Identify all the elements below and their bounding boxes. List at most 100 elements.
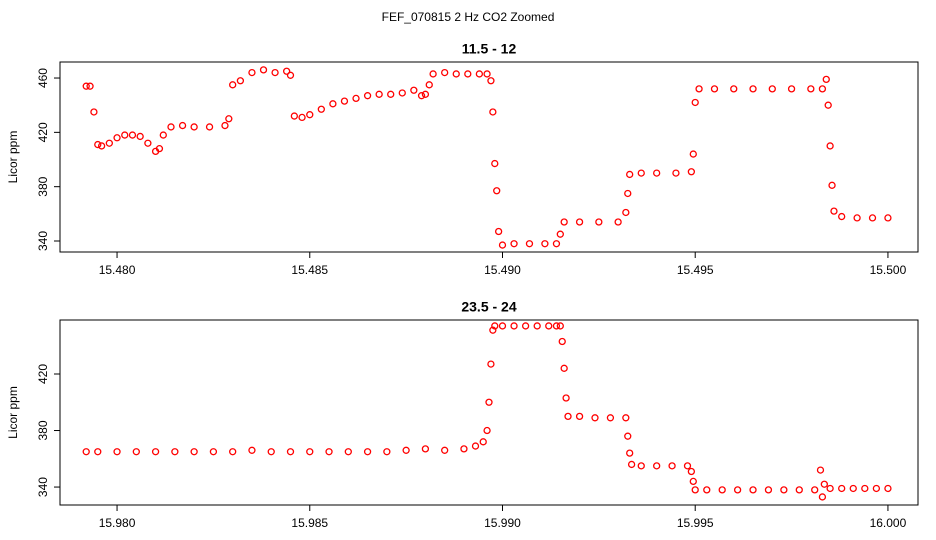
data-point [830,207,838,215]
data-point [290,112,299,120]
data-point [622,414,630,422]
data-point [627,460,636,469]
y-tick-label: 340 [36,231,50,251]
data-point [452,70,460,78]
data-point [132,448,140,456]
data-point [259,66,268,74]
data-point [787,85,796,93]
data-point [541,240,549,248]
data-point [329,100,337,108]
plot-frame [59,61,919,253]
data-point [493,187,501,195]
data-point [672,169,680,177]
data-point [884,214,892,222]
y-tick-label: 420 [36,364,50,384]
data-point [128,131,137,139]
data-point [178,121,187,130]
data-point [824,101,832,109]
data-point [398,89,406,97]
panel-title: 23.5 - 24 [461,299,516,315]
x-tick-label: 15.500 [870,263,907,277]
data-point [82,448,90,456]
data-point [653,462,661,470]
data-point [306,111,314,119]
data-point [97,142,106,150]
data-point [483,426,491,435]
data-point [485,398,493,406]
data-point [733,486,742,494]
x-tick-label: 16.000 [870,516,907,530]
data-point [144,139,152,147]
data-point [209,448,218,456]
data-point [487,360,495,368]
data-point [86,82,94,90]
data-point [683,462,692,470]
data-point [556,322,564,330]
data-point [90,108,98,116]
data-point [884,484,892,493]
data-point [155,144,164,153]
data-point [489,108,497,116]
data-point [749,486,757,494]
data-point [533,322,541,330]
data-point [828,181,836,189]
data-point [286,71,295,79]
data-point [205,123,214,131]
data-point [564,412,572,421]
data-point [552,240,561,248]
data-point [229,448,237,456]
data-point [494,227,503,236]
data-point [363,92,372,100]
data-point [868,214,877,222]
data-point [498,241,507,249]
data-point [363,448,372,456]
data-point [560,364,568,372]
data-point [317,105,325,113]
data-point [267,448,275,456]
data-point [545,322,553,330]
x-tick-label: 15.980 [99,516,136,530]
panel-title: 11.5 - 12 [462,41,517,57]
data-point [344,448,352,456]
x-tick-label: 15.990 [484,516,521,530]
data-point [282,67,291,75]
data-point [695,85,703,93]
data-point [637,169,645,177]
figure-title: FEF_070815 2 Hz CO2 Zoomed [382,10,555,24]
data-point [795,486,803,494]
data-point [562,394,570,402]
data-point [410,86,418,94]
data-point [622,208,630,217]
data-point [637,462,645,470]
data-point [510,240,518,248]
data-point [387,90,395,98]
data-point [225,115,233,123]
data-point [687,467,696,476]
data-point [460,445,468,453]
data-point [487,77,495,85]
data-point [668,462,676,470]
data-point [113,448,121,456]
data-point [826,142,834,150]
data-point [626,170,634,179]
data-point [624,189,632,198]
data-point [94,448,102,456]
data-point [325,448,333,456]
y-tick-label: 380 [36,420,50,440]
data-point [556,230,564,238]
data-point [221,121,229,130]
data-point [822,75,830,84]
data-point [475,70,484,78]
data-point [151,448,160,456]
y-tick-label: 460 [36,68,50,88]
data-point [94,140,102,149]
data-point [807,85,815,93]
data-point [306,448,314,456]
data-point [483,70,491,78]
data-point [838,212,846,221]
data-point [591,414,599,422]
data-point [421,90,430,98]
data-point [340,97,349,105]
data-point [159,131,167,139]
